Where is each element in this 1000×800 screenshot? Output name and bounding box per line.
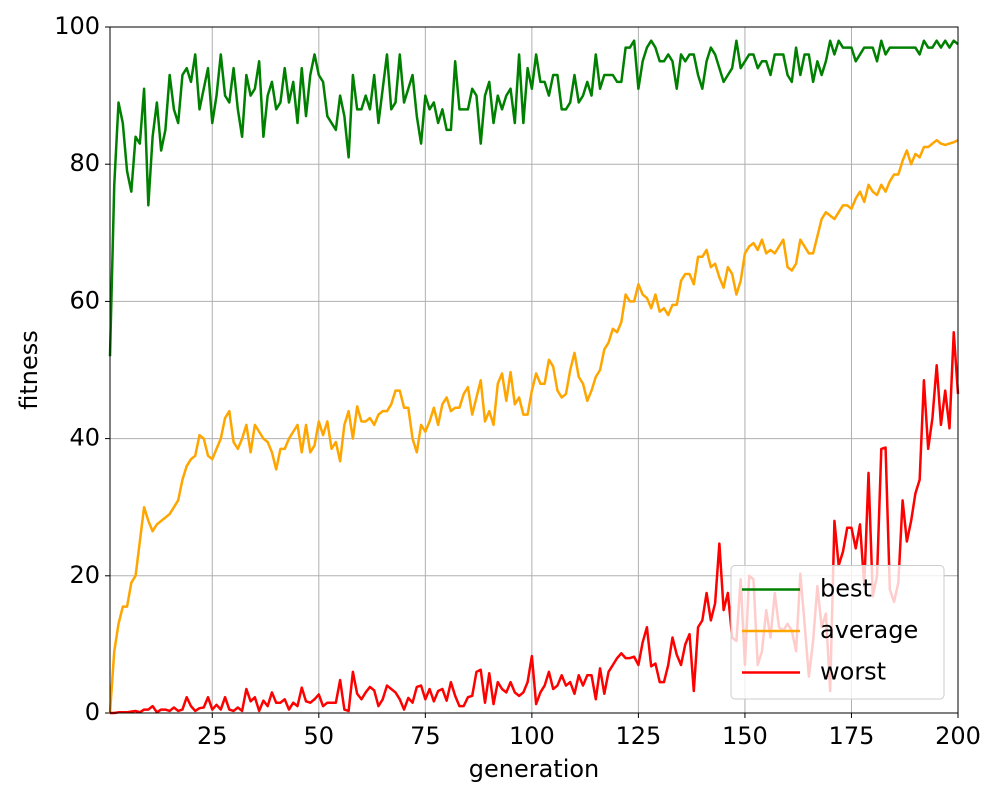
- x-tick-label: 25: [197, 722, 228, 750]
- y-tick-label: 100: [54, 12, 100, 40]
- y-tick-label: 80: [69, 149, 100, 177]
- legend-label: worst: [820, 658, 886, 686]
- x-tick-label: 150: [722, 722, 768, 750]
- x-tick-label: 50: [304, 722, 335, 750]
- x-tick-label: 175: [829, 722, 875, 750]
- series-line: [108, 138, 959, 714]
- legend-label: best: [820, 575, 872, 603]
- x-tick-label: 125: [615, 722, 661, 750]
- plot-frame: [109, 26, 959, 714]
- y-tick-label: 40: [69, 424, 100, 452]
- x-axis-label: generation: [469, 755, 600, 783]
- x-tick-label: 75: [410, 722, 441, 750]
- legend-box: [730, 565, 945, 700]
- series-line: [108, 39, 959, 357]
- y-tick-label: 0: [85, 698, 100, 726]
- legend-label: average: [820, 616, 918, 644]
- x-tick-label: 200: [935, 722, 981, 750]
- y-axis-label: fitness: [15, 330, 43, 410]
- x-tick-label: 100: [509, 722, 555, 750]
- y-tick-label: 60: [69, 286, 100, 314]
- y-tick-label: 20: [69, 561, 100, 589]
